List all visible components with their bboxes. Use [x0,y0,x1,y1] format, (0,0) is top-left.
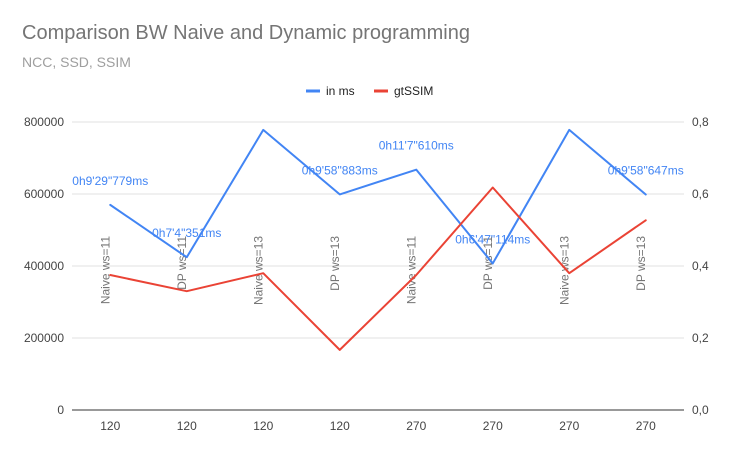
data-label: 0h7'4"351ms [152,226,221,240]
chart-title: Comparison BW Naive and Dynamic programm… [22,22,470,44]
legend-label: gtSSIM [394,84,433,98]
x-tick-label: 270 [559,419,579,433]
left-tick-label: 0 [57,403,64,417]
data-label: 0h6'47"114ms [455,232,530,246]
left-tick-label: 600000 [24,187,64,201]
x-tick-label: 120 [253,419,273,433]
series-line [109,186,647,351]
data-labels: 0h9'29"779ms 0h7'4"351ms 0h9'58"883ms0h11'… [72,139,683,247]
data-label: 0h9'58"883ms [302,163,378,177]
left-tick-label: 200000 [24,331,64,345]
right-tick-label: 0,8 [692,115,709,129]
x-tick-label: 270 [483,419,503,433]
x-tick-label: 120 [100,419,120,433]
series-line [109,128,647,265]
series-in-ms [109,128,647,265]
right-tick-label: 0,0 [692,403,709,417]
category-label: DP ws=11 [175,236,189,290]
right-axis: 0,0 0,2 0,4 0,6 0,8 [692,115,709,417]
series-layer [109,128,647,351]
legend-item: in ms [306,84,355,98]
category-label: Naive ws=11 [98,236,112,304]
data-label: 0h9'58"647ms [608,163,684,177]
left-tick-label: 800000 [24,115,64,129]
data-label: 0h11'7"610ms [379,139,454,153]
x-tick-label: 270 [406,419,426,433]
x-tick-label: 120 [330,419,350,433]
right-tick-label: 0,2 [692,331,709,345]
category-labels: Naive ws=11 DP ws=11 Naive ws=13 DP ws=13 Na… [98,236,648,305]
legend-label: in ms [326,84,355,98]
category-label: Naive ws=13 [251,236,265,305]
legend: in ms gtSSIM [306,84,433,98]
gridlines [72,121,684,411]
right-tick-label: 0,6 [692,187,709,201]
left-tick-label: 400000 [24,259,64,273]
category-label: Naive ws=13 [557,236,571,305]
category-label: Naive ws=11 [404,236,418,304]
x-tick-label: 120 [177,419,197,433]
left-axis: 0 200000 400000 600000 800000 [24,115,64,417]
data-label: 0h9'29"779ms [72,174,148,188]
x-tick-label: 270 [636,419,656,433]
category-label: DP ws=13 [328,236,342,291]
right-tick-label: 0,4 [692,259,709,273]
category-label: DP ws=13 [634,236,648,291]
x-axis: 120 120 120 120 270 270 270 270 [100,419,656,433]
legend-item: gtSSIM [374,84,433,98]
series-gtssim [109,186,647,351]
category-label: DP ws=11 [481,236,495,290]
chart-subtitle: NCC, SSD, SSIM [22,54,131,70]
